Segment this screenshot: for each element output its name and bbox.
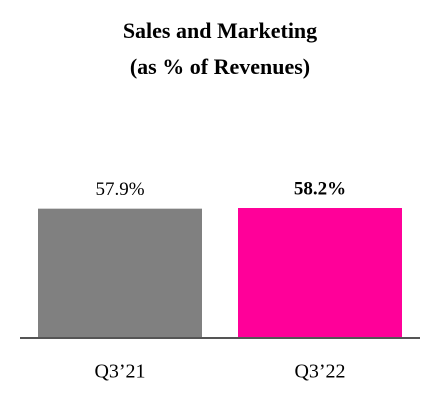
chart-subtitle: (as % of Revenues) <box>130 54 310 79</box>
value-label: 57.9% <box>95 179 144 200</box>
x-tick-label: Q3’22 <box>294 361 345 383</box>
bar <box>238 208 402 337</box>
chart-title: Sales and Marketing <box>123 18 317 43</box>
x-tick-label: Q3’21 <box>94 361 145 383</box>
bar <box>38 208 202 337</box>
value-label: 58.2% <box>294 178 346 199</box>
